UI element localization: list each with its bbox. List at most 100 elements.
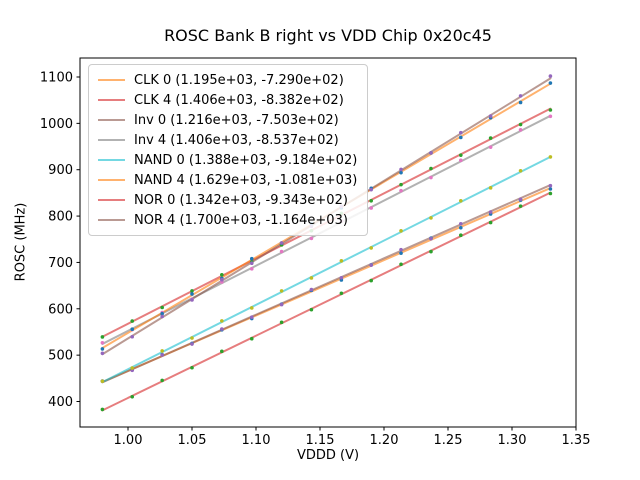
fit-line	[101, 184, 552, 384]
legend-line-swatch	[98, 159, 125, 161]
data-point	[399, 247, 403, 252]
data-point	[459, 158, 463, 163]
data-point	[130, 394, 135, 399]
data-point	[190, 289, 194, 293]
data-point	[488, 186, 493, 190]
legend-line-swatch	[98, 139, 125, 141]
data-point	[459, 153, 463, 157]
x-tick-label: 1.25	[434, 433, 463, 448]
data-point	[130, 319, 135, 323]
data-point	[279, 249, 284, 254]
y-tick-label: 500	[48, 349, 73, 364]
data-point	[160, 305, 164, 310]
data-point	[160, 378, 164, 383]
data-point	[429, 236, 433, 241]
data-point	[220, 277, 224, 282]
data-point	[518, 168, 523, 173]
data-point	[518, 197, 523, 202]
data-point	[160, 353, 164, 357]
data-point	[429, 249, 433, 254]
data-point	[249, 261, 254, 266]
legend-item: NAND 0 (1.388e+03, -9.184e+02)	[98, 152, 357, 168]
data-point	[190, 365, 194, 370]
legend-label: NAND 0 (1.388e+03, -9.184e+02)	[134, 152, 358, 168]
legend-item: NAND 4 (1.629e+03, -1.081e+03)	[98, 172, 357, 188]
data-point	[100, 351, 105, 356]
data-point	[459, 226, 463, 230]
data-point	[548, 81, 553, 85]
data-point	[399, 182, 403, 187]
data-point	[190, 342, 194, 346]
legend-line-swatch	[98, 179, 125, 181]
data-point	[249, 315, 254, 320]
data-point	[429, 166, 433, 171]
data-point	[130, 366, 135, 370]
data-point	[429, 175, 433, 180]
data-point	[399, 167, 403, 172]
data-point	[488, 220, 493, 225]
data-point	[279, 241, 284, 245]
x-tick-label: 1.00	[114, 433, 143, 448]
data-point	[220, 349, 224, 354]
legend-label: Inv 0 (1.216e+03, -7.503e+02)	[134, 112, 339, 128]
legend-item: NOR 4 (1.700e+03, -1.164e+03)	[98, 212, 357, 228]
data-point	[399, 229, 403, 233]
data-point	[459, 135, 463, 140]
data-point	[100, 347, 105, 351]
data-point	[518, 204, 523, 208]
fit-line	[101, 191, 552, 412]
data-point	[429, 216, 433, 220]
legend-label: NAND 4 (1.629e+03, -1.081e+03)	[134, 172, 358, 188]
x-tick-label: 1.15	[306, 433, 335, 448]
data-point	[548, 114, 553, 119]
legend-line-swatch	[98, 79, 125, 81]
y-tick-label: 800	[48, 210, 73, 225]
data-point	[249, 256, 254, 261]
data-point	[518, 128, 523, 132]
legend-line-swatch	[98, 219, 125, 221]
data-point	[488, 210, 493, 214]
x-axis-label: VDDD (V)	[296, 448, 360, 463]
data-point	[399, 251, 403, 256]
data-point	[100, 379, 105, 383]
legend-label: CLK 0 (1.195e+03, -7.290e+02)	[134, 72, 344, 88]
x-tick-label: 1.35	[562, 433, 591, 448]
data-point	[249, 306, 254, 310]
data-point	[279, 289, 284, 293]
data-point	[518, 122, 523, 127]
legend: CLK 0 (1.195e+03, -7.290e+02) CLK 4 (1.40…	[88, 64, 369, 236]
data-point	[518, 94, 523, 98]
legend-label: NOR 0 (1.342e+03, -9.343e+02)	[134, 192, 348, 208]
data-point	[459, 233, 463, 238]
data-point	[399, 170, 403, 175]
data-point	[279, 320, 284, 325]
legend-item: Inv 4 (1.406e+03, -8.537e+02)	[98, 132, 357, 148]
data-point	[339, 259, 344, 263]
legend-label: CLK 4 (1.406e+03, -8.382e+02)	[134, 92, 344, 108]
data-point	[130, 327, 135, 332]
y-tick-label: 700	[48, 256, 73, 271]
data-point	[160, 349, 164, 353]
axes-frame	[79, 57, 577, 428]
x-tick-label: 1.10	[242, 433, 271, 448]
data-point	[459, 198, 463, 203]
data-point	[130, 334, 135, 339]
data-point	[220, 272, 224, 277]
data-point	[279, 302, 284, 307]
fit-line	[101, 155, 552, 384]
data-point	[548, 155, 553, 159]
data-point	[309, 307, 314, 312]
x-tick-label: 1.20	[370, 433, 399, 448]
data-point	[488, 136, 493, 140]
data-point	[369, 198, 374, 203]
data-point	[399, 188, 403, 193]
legend-label: NOR 4 (1.700e+03, -1.164e+03)	[134, 212, 348, 228]
data-point	[249, 267, 254, 271]
data-point	[429, 151, 433, 155]
y-tick-label: 600	[48, 302, 73, 317]
data-point	[190, 292, 194, 296]
data-point	[369, 263, 374, 267]
data-point	[548, 74, 553, 78]
